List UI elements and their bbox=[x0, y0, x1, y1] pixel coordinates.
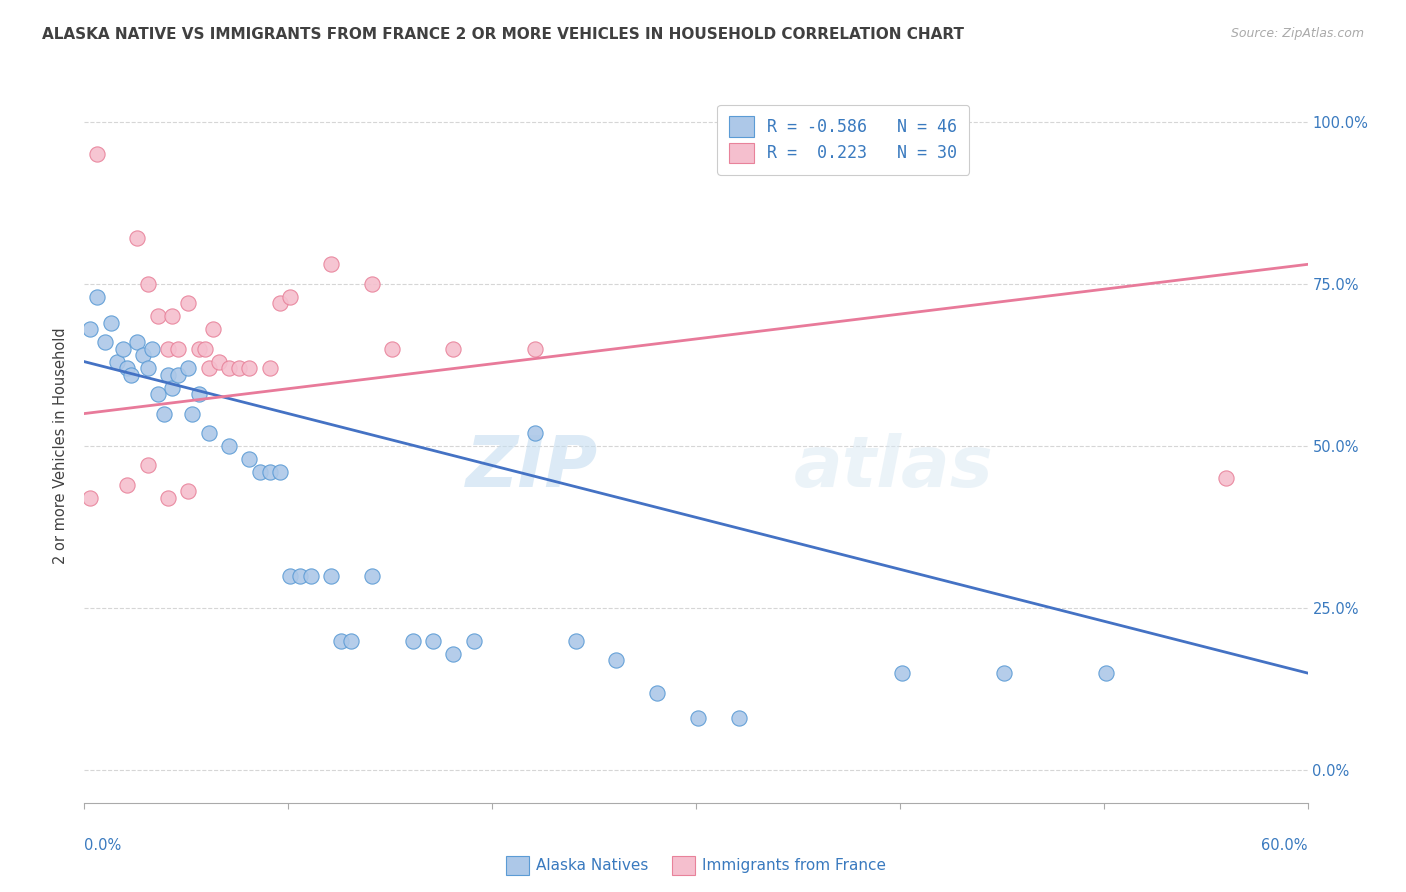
Point bbox=[156, 491, 179, 505]
Point bbox=[208, 354, 231, 368]
Point bbox=[127, 231, 149, 245]
Point bbox=[269, 465, 291, 479]
Point bbox=[218, 361, 240, 376]
Point bbox=[330, 633, 353, 648]
Point bbox=[146, 387, 169, 401]
Point bbox=[299, 568, 322, 582]
Point bbox=[136, 361, 159, 376]
Point bbox=[187, 387, 209, 401]
Text: 60.0%: 60.0% bbox=[1261, 838, 1308, 854]
Point bbox=[441, 342, 464, 356]
Point bbox=[93, 335, 117, 350]
Point bbox=[890, 666, 912, 681]
Point bbox=[278, 568, 301, 582]
Point bbox=[141, 342, 163, 356]
Point bbox=[993, 666, 1015, 681]
Point bbox=[181, 407, 204, 421]
Point bbox=[146, 310, 169, 324]
Point bbox=[564, 633, 586, 648]
Point bbox=[167, 368, 190, 382]
Point bbox=[269, 296, 291, 310]
Point bbox=[249, 465, 271, 479]
Point bbox=[1215, 471, 1237, 485]
Point bbox=[197, 425, 219, 440]
Point bbox=[160, 310, 183, 324]
Point bbox=[228, 361, 250, 376]
Point bbox=[259, 361, 281, 376]
Point bbox=[194, 342, 217, 356]
Point bbox=[156, 368, 179, 382]
Point bbox=[79, 491, 101, 505]
Point bbox=[105, 354, 128, 368]
Point bbox=[132, 348, 155, 362]
Point bbox=[523, 342, 546, 356]
Point bbox=[463, 633, 485, 648]
Point bbox=[120, 368, 142, 382]
Point bbox=[136, 277, 159, 291]
Point bbox=[177, 296, 200, 310]
Point bbox=[290, 568, 312, 582]
Point bbox=[160, 381, 183, 395]
Point bbox=[136, 458, 159, 473]
Point bbox=[238, 361, 260, 376]
Point bbox=[79, 322, 101, 336]
Point bbox=[605, 653, 627, 667]
Text: atlas: atlas bbox=[794, 433, 994, 502]
Point bbox=[1094, 666, 1116, 681]
Point bbox=[86, 147, 108, 161]
Point bbox=[153, 407, 176, 421]
Point bbox=[645, 685, 668, 699]
Point bbox=[177, 484, 200, 499]
Point bbox=[319, 568, 342, 582]
Legend: Alaska Natives, Immigrants from France: Alaska Natives, Immigrants from France bbox=[499, 850, 893, 880]
Point bbox=[100, 316, 122, 330]
Point bbox=[127, 335, 149, 350]
Point bbox=[401, 633, 423, 648]
Point bbox=[360, 277, 382, 291]
Point bbox=[201, 322, 224, 336]
Point bbox=[381, 342, 404, 356]
Point bbox=[177, 361, 200, 376]
Point bbox=[523, 425, 546, 440]
Point bbox=[259, 465, 281, 479]
Text: Source: ZipAtlas.com: Source: ZipAtlas.com bbox=[1230, 27, 1364, 40]
Point bbox=[187, 342, 209, 356]
Point bbox=[727, 711, 749, 725]
Point bbox=[360, 568, 382, 582]
Y-axis label: 2 or more Vehicles in Household: 2 or more Vehicles in Household bbox=[53, 327, 69, 565]
Point bbox=[86, 290, 108, 304]
Point bbox=[167, 342, 190, 356]
Point bbox=[197, 361, 219, 376]
Point bbox=[319, 257, 342, 271]
Text: 0.0%: 0.0% bbox=[84, 838, 121, 854]
Point bbox=[238, 452, 260, 467]
Point bbox=[115, 361, 138, 376]
Point bbox=[686, 711, 709, 725]
Point bbox=[156, 342, 179, 356]
Point bbox=[278, 290, 301, 304]
Point bbox=[340, 633, 363, 648]
Point bbox=[441, 647, 464, 661]
Point bbox=[422, 633, 444, 648]
Text: ZIP: ZIP bbox=[465, 433, 598, 502]
Point bbox=[112, 342, 135, 356]
Text: ALASKA NATIVE VS IMMIGRANTS FROM FRANCE 2 OR MORE VEHICLES IN HOUSEHOLD CORRELAT: ALASKA NATIVE VS IMMIGRANTS FROM FRANCE … bbox=[42, 27, 965, 42]
Point bbox=[115, 478, 138, 492]
Point bbox=[218, 439, 240, 453]
